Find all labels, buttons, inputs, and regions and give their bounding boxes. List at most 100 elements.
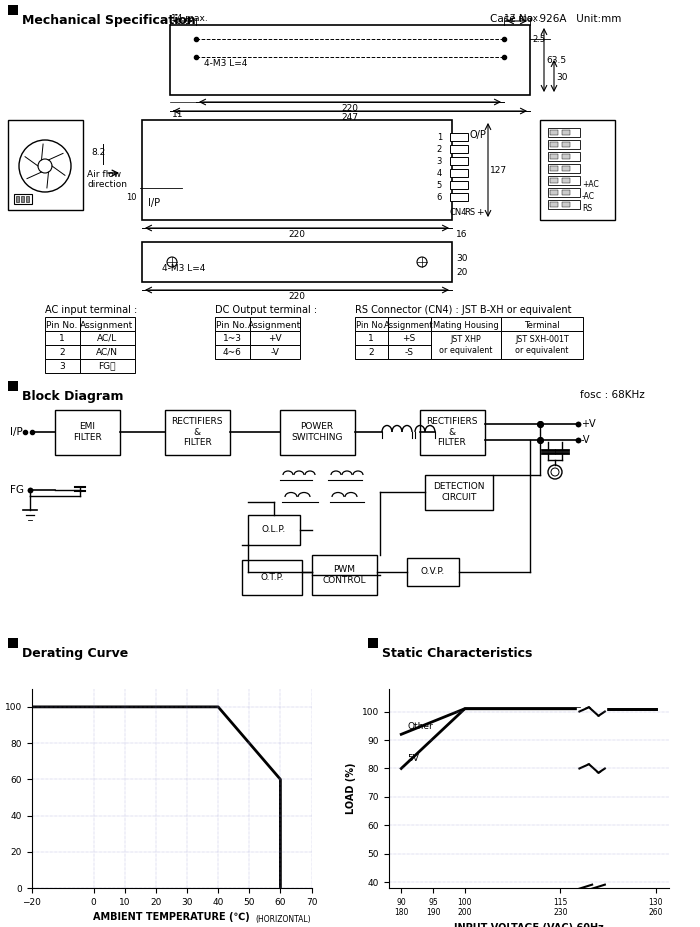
Bar bbox=[548, 188, 580, 197]
Text: 20: 20 bbox=[456, 268, 468, 277]
Text: 4: 4 bbox=[437, 169, 442, 177]
Bar bbox=[80, 331, 135, 345]
Text: 5: 5 bbox=[437, 181, 442, 189]
Bar bbox=[450, 157, 468, 165]
Text: RS: RS bbox=[464, 208, 475, 217]
X-axis label: INPUT VOLTAGE (VAC) 60Hz: INPUT VOLTAGE (VAC) 60Hz bbox=[454, 922, 603, 927]
Text: 2.5: 2.5 bbox=[532, 34, 545, 44]
Bar bbox=[407, 558, 459, 586]
Text: RS: RS bbox=[582, 204, 592, 213]
Y-axis label: LOAD (%): LOAD (%) bbox=[346, 763, 356, 814]
Text: Static Characteristics: Static Characteristics bbox=[382, 647, 533, 660]
Text: 1: 1 bbox=[437, 133, 442, 142]
Bar bbox=[550, 142, 558, 147]
Text: Assignment: Assignment bbox=[248, 321, 302, 329]
Bar bbox=[142, 242, 452, 282]
Bar bbox=[215, 345, 250, 359]
Text: Air flow: Air flow bbox=[87, 170, 121, 179]
Bar bbox=[80, 359, 135, 373]
Bar bbox=[45, 345, 80, 359]
Text: O.T.P.: O.T.P. bbox=[260, 573, 284, 581]
Text: -V: -V bbox=[271, 348, 279, 357]
Bar bbox=[450, 181, 468, 189]
Text: Derating Curve: Derating Curve bbox=[22, 647, 128, 660]
Text: Mechanical Specification: Mechanical Specification bbox=[22, 14, 196, 27]
Text: 2: 2 bbox=[368, 348, 374, 357]
Bar bbox=[548, 128, 580, 137]
Bar bbox=[431, 331, 501, 359]
Text: RECTIFIERS
&
FILTER: RECTIFIERS & FILTER bbox=[426, 417, 477, 447]
Text: FG⏚: FG⏚ bbox=[98, 362, 116, 371]
Bar bbox=[355, 317, 388, 331]
Bar bbox=[548, 200, 580, 209]
Bar bbox=[16, 196, 19, 202]
Bar bbox=[8, 5, 18, 15]
Bar bbox=[312, 555, 377, 595]
Bar bbox=[388, 345, 431, 359]
Text: 10: 10 bbox=[126, 193, 136, 202]
Text: +AC: +AC bbox=[582, 180, 598, 189]
Text: fosc : 68KHz: fosc : 68KHz bbox=[580, 390, 645, 400]
Bar bbox=[45, 317, 80, 331]
Bar bbox=[8, 381, 18, 391]
Bar bbox=[562, 202, 570, 207]
Text: 2: 2 bbox=[437, 145, 442, 154]
Text: O/P: O/P bbox=[470, 130, 487, 140]
Bar bbox=[45, 331, 80, 345]
Text: 220: 220 bbox=[342, 104, 358, 113]
Bar bbox=[501, 317, 583, 331]
Text: JST XHP
or equivalent: JST XHP or equivalent bbox=[440, 336, 493, 355]
Bar bbox=[450, 133, 468, 141]
Text: 220: 220 bbox=[288, 230, 305, 239]
Text: +V: +V bbox=[581, 419, 596, 429]
Text: EMI
FILTER: EMI FILTER bbox=[73, 423, 102, 441]
Text: O.L.P.: O.L.P. bbox=[262, 526, 286, 535]
Text: 30: 30 bbox=[556, 72, 568, 82]
Text: 4-M3 L=4: 4-M3 L=4 bbox=[204, 59, 247, 68]
Text: DETECTION
CIRCUIT: DETECTION CIRCUIT bbox=[433, 482, 484, 502]
Text: Pin No.: Pin No. bbox=[356, 321, 386, 329]
Bar bbox=[450, 145, 468, 153]
Bar bbox=[21, 196, 24, 202]
Text: JST SXH-001T
or equivalent: JST SXH-001T or equivalent bbox=[515, 336, 569, 355]
Text: AC input terminal :: AC input terminal : bbox=[45, 305, 137, 315]
Bar bbox=[170, 25, 530, 95]
Text: 14 max.: 14 max. bbox=[171, 14, 208, 23]
Bar bbox=[501, 331, 583, 359]
Bar bbox=[450, 193, 468, 201]
Text: 17 max.: 17 max. bbox=[504, 14, 541, 23]
Text: Mating Housing: Mating Housing bbox=[433, 321, 499, 329]
Text: 16: 16 bbox=[456, 230, 468, 239]
Text: AC/N: AC/N bbox=[96, 348, 118, 357]
Text: I/P: I/P bbox=[148, 198, 160, 208]
Bar bbox=[431, 317, 501, 331]
Text: Case No. 926A   Unit:mm: Case No. 926A Unit:mm bbox=[490, 14, 622, 24]
Bar bbox=[548, 152, 580, 161]
Text: FG: FG bbox=[10, 485, 24, 495]
Bar bbox=[548, 164, 580, 173]
Text: Block Diagram: Block Diagram bbox=[22, 390, 123, 403]
Bar bbox=[548, 140, 580, 149]
Bar bbox=[562, 130, 570, 135]
Text: Assignment: Assignment bbox=[384, 321, 434, 329]
Bar bbox=[248, 515, 300, 545]
Text: I/P: I/P bbox=[10, 427, 22, 437]
Bar bbox=[8, 120, 83, 210]
Text: PWM
CONTROL: PWM CONTROL bbox=[322, 565, 366, 585]
Text: +V: +V bbox=[268, 334, 282, 342]
Text: 63.5: 63.5 bbox=[546, 56, 566, 65]
Bar bbox=[562, 178, 570, 183]
Text: POWER
SWITCHING: POWER SWITCHING bbox=[291, 423, 343, 441]
Text: -V: -V bbox=[581, 435, 591, 445]
Bar bbox=[55, 410, 120, 455]
Text: O.V.P.: O.V.P. bbox=[421, 567, 445, 577]
Bar bbox=[562, 190, 570, 195]
Text: Terminal: Terminal bbox=[524, 321, 560, 329]
Text: Pin No.: Pin No. bbox=[216, 321, 248, 329]
Bar bbox=[165, 410, 230, 455]
Text: Assignment: Assignment bbox=[80, 321, 134, 329]
Text: 220: 220 bbox=[288, 292, 305, 301]
Bar bbox=[215, 317, 250, 331]
Bar bbox=[80, 345, 135, 359]
Bar bbox=[562, 142, 570, 147]
